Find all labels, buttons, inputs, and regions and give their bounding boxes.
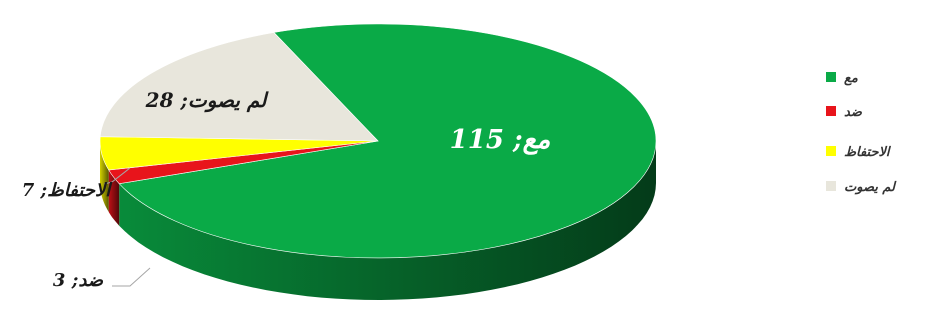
pie-slice-no-vote	[99, 32, 379, 142]
legend-label-against: ضد	[844, 105, 863, 120]
data-labels: مع; 115 لم يصوت; 28 الاحتفاظ; 7 ضد; 3	[22, 88, 551, 291]
leader-line-abstain	[103, 167, 131, 185]
legend-item-for: مع	[826, 71, 858, 86]
data-label-no-vote: لم يصوت; 28	[145, 88, 270, 113]
legend-label-abstain: الاحتفاظ	[844, 145, 892, 160]
legend-swatch-for	[826, 72, 836, 82]
pie-depth-abstain	[100, 141, 109, 212]
legend-label-no-vote: لم يصوت	[844, 180, 897, 195]
pie-depth	[100, 141, 656, 300]
pie-slices	[99, 23, 657, 259]
data-label-against: ضد; 3	[53, 270, 104, 291]
legend-swatch-no-vote	[826, 181, 836, 191]
data-label-abstain: الاحتفاظ; 7	[22, 180, 114, 201]
legend-item-abstain: الاحتفاظ	[826, 145, 892, 160]
legend-label-for: مع	[844, 71, 858, 86]
pie-depth-against	[108, 170, 120, 226]
legend-item-no-vote: لم يصوت	[826, 180, 897, 195]
pie-slice-for	[118, 23, 657, 259]
leader-lines	[103, 167, 151, 287]
legend-swatch-abstain	[826, 146, 836, 156]
data-label-for: مع; 115	[450, 125, 551, 155]
legend: مع ضد الاحتفاظ لم يصوت	[826, 71, 897, 195]
legend-item-against: ضد	[826, 105, 863, 120]
pie-depth-for	[119, 141, 656, 300]
legend-swatch-against	[826, 106, 836, 116]
leader-line-against	[112, 267, 151, 287]
